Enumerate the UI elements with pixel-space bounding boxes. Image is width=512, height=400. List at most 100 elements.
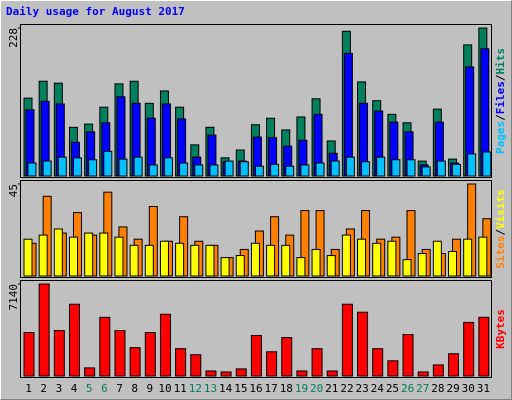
- x-tick-label: 7: [116, 382, 123, 395]
- bar: [114, 330, 126, 377]
- bar: [467, 153, 477, 177]
- bar: [281, 244, 291, 277]
- bar: [402, 259, 412, 277]
- bar: [57, 156, 67, 177]
- x-tick-label: 15: [234, 382, 247, 395]
- bar: [311, 248, 321, 277]
- bar: [250, 335, 262, 377]
- x-tick-label: 18: [280, 382, 293, 395]
- bar: [432, 240, 442, 277]
- bar: [220, 257, 230, 277]
- bar: [372, 348, 384, 377]
- y-tick-label: 228: [7, 28, 20, 48]
- bar: [311, 348, 323, 377]
- bar: [448, 250, 458, 277]
- x-tick-label: 22: [340, 382, 353, 395]
- bar: [391, 159, 401, 177]
- legend-item: Hits: [494, 48, 507, 75]
- x-tick-label: 5: [86, 382, 93, 395]
- bar: [99, 316, 111, 377]
- x-tick-label: 10: [158, 382, 171, 395]
- x-tick-label: 31: [477, 382, 490, 395]
- bar: [266, 244, 276, 277]
- bar: [357, 238, 367, 277]
- bar: [270, 163, 280, 177]
- bar: [53, 228, 63, 277]
- bar: [315, 162, 325, 177]
- x-tick-label: 23: [356, 382, 369, 395]
- bar: [129, 347, 141, 377]
- bar: [224, 160, 234, 177]
- bar: [220, 371, 232, 377]
- legend-item: Pages: [494, 121, 507, 154]
- bar: [281, 337, 293, 377]
- x-tick-label: 4: [71, 382, 78, 395]
- bar: [68, 303, 80, 377]
- bar: [402, 334, 414, 377]
- bar: [406, 159, 416, 177]
- bar: [239, 161, 249, 177]
- x-tick-label: 8: [131, 382, 138, 395]
- bar: [482, 151, 492, 177]
- bar: [72, 157, 82, 177]
- legend-item: Sites: [494, 236, 507, 269]
- bar: [376, 156, 386, 177]
- x-tick-label: 28: [431, 382, 444, 395]
- bar: [175, 242, 185, 277]
- bar: [205, 244, 215, 277]
- x-tick-label: 14: [219, 382, 233, 395]
- bar: [190, 244, 200, 277]
- bar: [144, 244, 154, 277]
- y-tick-label: 45: [7, 184, 20, 197]
- bar: [194, 164, 204, 177]
- chart-title: Daily usage for August 2017: [6, 5, 185, 18]
- bar: [42, 160, 52, 177]
- bar: [341, 303, 353, 377]
- bar: [266, 351, 278, 377]
- bar: [84, 367, 96, 377]
- bar: [452, 163, 462, 177]
- bar: [357, 311, 369, 377]
- legend-item: KBytes: [494, 309, 507, 349]
- bar: [421, 166, 431, 177]
- bar: [387, 240, 397, 277]
- bar: [436, 160, 446, 177]
- bar: [235, 368, 247, 377]
- x-tick-label: 1: [25, 382, 32, 395]
- bar: [99, 232, 109, 277]
- bar: [361, 161, 371, 177]
- bar: [163, 157, 173, 177]
- bar: [133, 156, 143, 177]
- x-tick-label: 2: [40, 382, 47, 395]
- bar: [114, 236, 124, 277]
- bar: [387, 360, 399, 377]
- bar: [23, 332, 35, 377]
- x-tick-label: 13: [204, 382, 217, 395]
- bar: [478, 236, 488, 277]
- legend-separator: /: [494, 229, 507, 236]
- x-tick-label: 11: [174, 382, 187, 395]
- bar: [296, 370, 308, 377]
- bar: [285, 165, 295, 177]
- x-tick-label: 20: [310, 382, 323, 395]
- bar: [190, 354, 202, 377]
- x-tick-label: 12: [189, 382, 202, 395]
- bar: [159, 240, 169, 277]
- bar: [175, 348, 187, 377]
- x-tick-label: 30: [462, 382, 475, 395]
- legend: KBytes: [494, 309, 507, 349]
- legend-item: Files: [494, 81, 507, 114]
- bar: [38, 234, 48, 277]
- bar: [144, 332, 156, 377]
- x-tick-label: 24: [371, 382, 385, 395]
- x-tick-label: 21: [325, 382, 338, 395]
- bar: [103, 150, 113, 177]
- y-tick-label: 7140: [7, 284, 20, 311]
- x-tick-label: 3: [56, 382, 63, 395]
- x-tick-label: 6: [101, 382, 108, 395]
- x-tick-label: 16: [249, 382, 262, 395]
- x-tick-label: 17: [265, 382, 278, 395]
- legend-separator: /: [494, 74, 507, 81]
- x-tick-label: 25: [386, 382, 399, 395]
- x-tick-label: 9: [147, 382, 154, 395]
